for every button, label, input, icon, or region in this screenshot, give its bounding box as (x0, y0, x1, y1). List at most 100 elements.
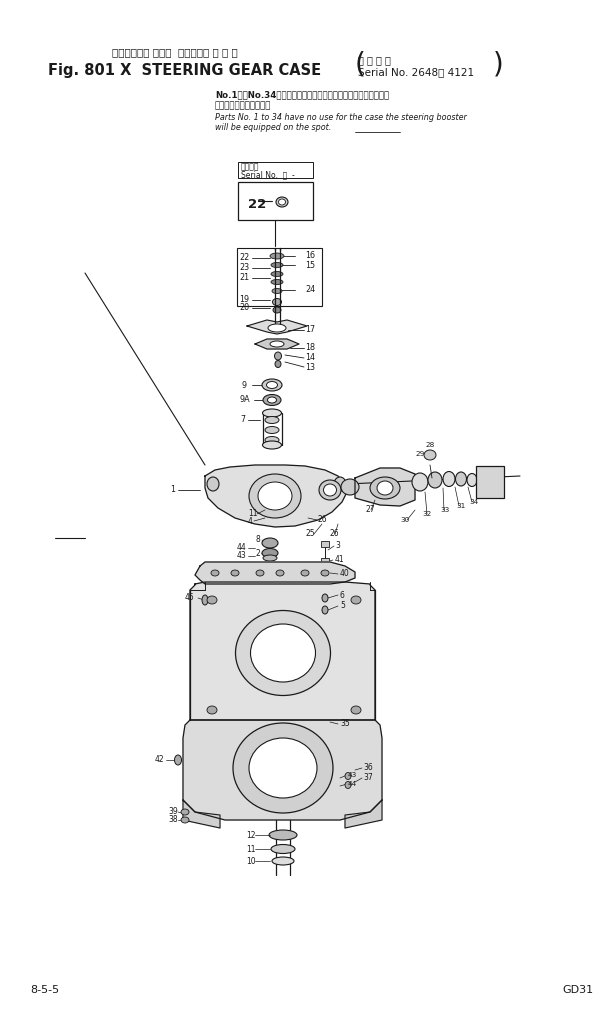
Ellipse shape (256, 570, 264, 576)
Bar (237, 248, 322, 306)
Text: 28: 28 (425, 442, 434, 448)
Ellipse shape (272, 289, 282, 294)
Text: 27: 27 (365, 506, 374, 514)
Text: 36: 36 (363, 763, 373, 772)
Ellipse shape (351, 706, 361, 714)
Bar (238, 182, 313, 220)
Text: 23: 23 (239, 263, 249, 272)
Text: 20: 20 (239, 304, 249, 313)
Text: 26: 26 (330, 529, 340, 538)
Text: 25: 25 (305, 529, 315, 538)
Ellipse shape (279, 199, 285, 205)
Text: する場合には不要です。: する場合には不要です。 (215, 102, 272, 111)
Ellipse shape (273, 307, 281, 313)
Ellipse shape (207, 477, 219, 491)
Bar (238, 162, 313, 178)
Polygon shape (195, 562, 355, 584)
Text: 9: 9 (242, 381, 247, 389)
Text: 8-5-5: 8-5-5 (30, 985, 59, 995)
Ellipse shape (412, 473, 428, 491)
Text: 13: 13 (305, 363, 315, 372)
Ellipse shape (322, 594, 328, 602)
Ellipse shape (268, 324, 286, 332)
Text: 19: 19 (239, 296, 249, 305)
Text: 10: 10 (246, 856, 256, 866)
Ellipse shape (181, 817, 189, 823)
Ellipse shape (345, 772, 351, 779)
Ellipse shape (273, 299, 282, 306)
Text: 26: 26 (318, 515, 327, 524)
Text: 2: 2 (255, 549, 259, 558)
Text: GD31: GD31 (562, 985, 593, 995)
Text: 21: 21 (239, 273, 249, 282)
Ellipse shape (370, 477, 400, 499)
Text: will be equipped on the spot.: will be equipped on the spot. (215, 123, 331, 131)
Ellipse shape (231, 570, 239, 576)
Ellipse shape (175, 755, 181, 765)
Text: ステアリング ギヤー  ケース（適 用 号 機: ステアリング ギヤー ケース（適 用 号 機 (112, 47, 238, 57)
Text: 9A: 9A (240, 395, 250, 404)
Text: 11: 11 (248, 509, 258, 518)
Text: 32: 32 (422, 511, 431, 517)
Text: Serial No. 2648～ 4121: Serial No. 2648～ 4121 (358, 67, 474, 77)
Text: 8: 8 (255, 535, 259, 545)
Ellipse shape (321, 570, 329, 576)
Ellipse shape (467, 473, 477, 487)
Ellipse shape (272, 858, 294, 865)
Ellipse shape (262, 441, 282, 449)
Text: 40: 40 (340, 570, 350, 578)
Ellipse shape (262, 409, 282, 417)
Polygon shape (255, 339, 299, 350)
Ellipse shape (258, 482, 292, 510)
Ellipse shape (207, 706, 217, 714)
Ellipse shape (202, 595, 208, 605)
Text: 15: 15 (305, 260, 315, 269)
Ellipse shape (181, 809, 189, 815)
Ellipse shape (265, 437, 279, 444)
Text: 38: 38 (168, 816, 178, 825)
Text: 7: 7 (240, 416, 245, 425)
Polygon shape (183, 720, 382, 820)
Ellipse shape (265, 427, 279, 434)
Ellipse shape (351, 596, 361, 604)
Ellipse shape (276, 197, 288, 207)
Ellipse shape (276, 570, 284, 576)
Text: 29: 29 (415, 451, 424, 457)
Ellipse shape (428, 472, 442, 488)
Text: 3: 3 (335, 542, 340, 551)
Text: 30: 30 (400, 517, 409, 523)
Ellipse shape (249, 738, 317, 798)
Text: 6: 6 (340, 590, 345, 599)
Text: 33: 33 (440, 507, 449, 513)
Ellipse shape (345, 781, 351, 788)
Text: 22: 22 (248, 197, 266, 210)
Text: 14: 14 (305, 354, 315, 363)
Text: 31: 31 (456, 503, 465, 509)
Ellipse shape (250, 624, 315, 682)
Ellipse shape (263, 394, 281, 405)
Text: 11: 11 (246, 844, 255, 853)
Polygon shape (190, 582, 375, 720)
Text: Fig. 801 X  STEERING GEAR CASE: Fig. 801 X STEERING GEAR CASE (48, 63, 321, 77)
Ellipse shape (267, 381, 278, 388)
Text: 42: 42 (155, 756, 164, 764)
Text: (: ( (355, 51, 366, 79)
Text: Parts No. 1 to 34 have no use for the case the steering booster: Parts No. 1 to 34 have no use for the ca… (215, 113, 467, 122)
Ellipse shape (334, 477, 346, 491)
Text: 34: 34 (469, 499, 478, 505)
Ellipse shape (270, 253, 284, 259)
Ellipse shape (275, 352, 282, 360)
Text: 22: 22 (239, 254, 249, 262)
Text: 適 用 号 機: 適 用 号 機 (358, 55, 391, 65)
Ellipse shape (267, 397, 276, 403)
Text: 4: 4 (248, 516, 253, 525)
Ellipse shape (262, 379, 282, 391)
Text: 16: 16 (305, 252, 315, 260)
Ellipse shape (263, 555, 277, 561)
Ellipse shape (319, 480, 341, 500)
Ellipse shape (249, 474, 301, 518)
Polygon shape (345, 800, 382, 828)
Ellipse shape (271, 844, 295, 853)
Bar (321, 558, 329, 564)
Ellipse shape (269, 830, 297, 840)
